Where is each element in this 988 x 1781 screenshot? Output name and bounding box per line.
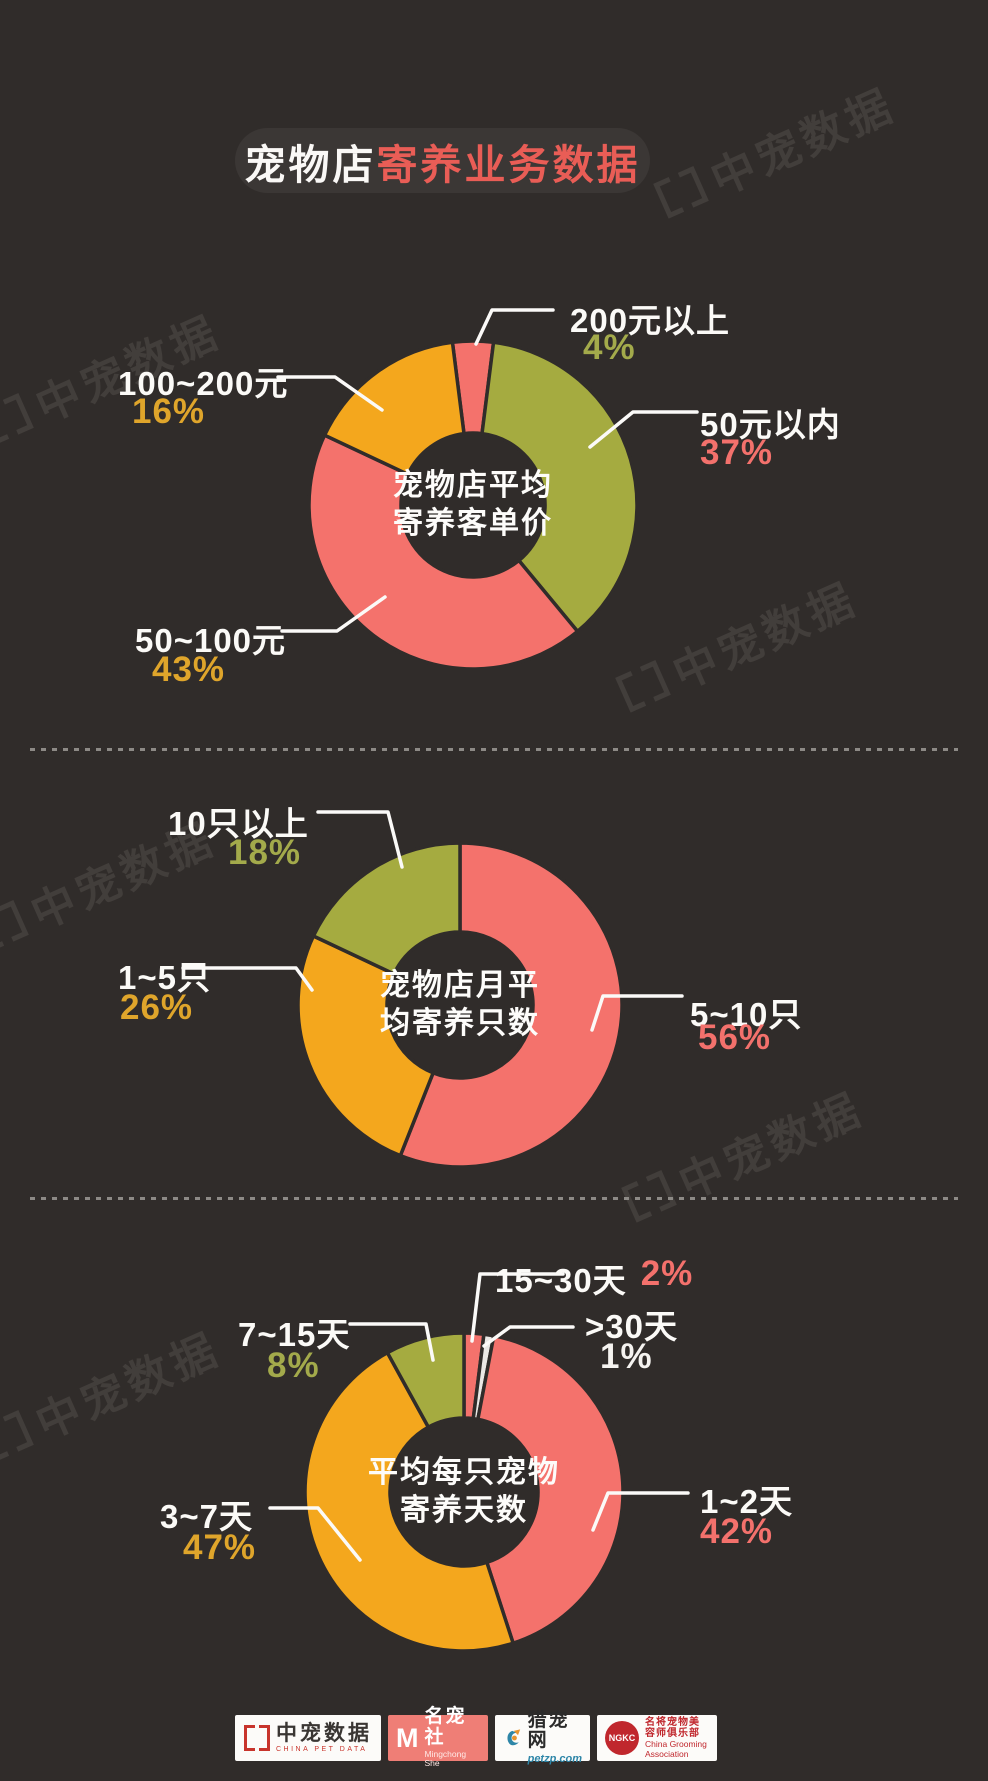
- page-title: 宠物店 寄养业务数据: [235, 128, 650, 193]
- slice-percent-chart1-3: 16%: [132, 392, 206, 431]
- donut-2-slice-0: [398, 841, 624, 1169]
- slice-label-chart1-2: 50~100元: [135, 622, 287, 659]
- logo-subtext: petzp.com: [527, 1753, 582, 1766]
- slice-percent-chart3-1: 1%: [600, 1337, 653, 1376]
- leader-line-chart1-slice0: [474, 308, 555, 346]
- donut-3-slice-4: [385, 1331, 466, 1429]
- leader-line-chart2-slice0: [590, 994, 684, 1032]
- slice-percent-chart1-0: 4%: [583, 328, 636, 367]
- slice-label-chart3-0: 15~30天 2%: [495, 1254, 693, 1302]
- leader-line-chart1-slice3: [276, 375, 384, 412]
- slice-percent-chart3-3: 47%: [183, 1528, 257, 1567]
- donut-1-center-title: 宠物店平均寄养客单价: [343, 467, 603, 543]
- slice-percent-chart2-2: 18%: [228, 833, 302, 872]
- slice-label-text: 15~30天: [495, 1262, 627, 1299]
- donut-1-center-title-line1: 宠物店平均: [393, 469, 553, 502]
- logo-mingchongshe: M 名宠社 Mingchong She: [388, 1706, 488, 1768]
- bracket-logo-icon: [244, 1725, 270, 1751]
- logo-china-pet-data: 中宠数据 CHINA PET DATA: [235, 1715, 381, 1761]
- donut-chart-1: [276, 308, 699, 671]
- donut-1-slice-3: [322, 340, 466, 477]
- leader-line-chart3-slice2: [591, 1491, 690, 1532]
- slice-label-chart1-0: 200元以上: [570, 302, 731, 339]
- leader-line-chart3-slice1: [482, 1325, 575, 1348]
- donut-chart-3: [268, 1272, 690, 1653]
- slice-label-chart1-1: 50元以内: [700, 406, 841, 443]
- slice-label-chart2-1: 1~5只: [118, 959, 211, 996]
- logo-grooming-association: NGKC 名将宠物美容师俱乐部 China Grooming Associati…: [597, 1715, 717, 1761]
- slice-label-chart3-3: 3~7天: [160, 1498, 253, 1535]
- leader-line-chart3-slice0: [470, 1272, 565, 1343]
- logo-subtext: CHINA PET DATA: [276, 1746, 368, 1754]
- page-title-part1: 宠物店: [244, 141, 377, 188]
- fox-icon: [507, 1729, 521, 1746]
- logo-subtext: Mingchong She: [424, 1749, 467, 1769]
- slice-percent-text: 2%: [640, 1254, 694, 1293]
- donut-3-center-title-line1: 平均每只宠物: [368, 1456, 560, 1489]
- donut-3-center-title-line2: 寄养天数: [400, 1494, 528, 1527]
- slice-label-chart1-3: 100~200元: [118, 365, 289, 402]
- leader-line-chart1-slice2: [280, 595, 387, 633]
- dashed-separator-1: [30, 748, 958, 751]
- slice-percent-chart3-4: 8%: [267, 1346, 320, 1385]
- slice-percent-chart1-1: 37%: [700, 433, 774, 472]
- slice-percent-chart3-2: 42%: [700, 1512, 774, 1551]
- leader-line-chart3-slice3: [268, 1506, 362, 1562]
- slice-percent-chart2-1: 26%: [120, 988, 194, 1027]
- leader-line-chart2-slice2: [316, 810, 404, 869]
- donut-2-center-title-line2: 均寄养只数: [380, 1007, 540, 1040]
- donut-2-slice-2: [311, 841, 462, 976]
- ngkc-badge: NGKC: [605, 1721, 639, 1755]
- page-title-part2: 寄养业务数据: [376, 141, 641, 188]
- logo-name: 名宠社: [424, 1706, 467, 1749]
- donut-3-center-title: 平均每只宠物 寄养天数: [334, 1454, 594, 1530]
- donut-1-center-title-line2: 寄养客单价: [393, 507, 553, 540]
- logo-petzp: 猎宠网 petzp.com: [495, 1710, 590, 1765]
- logo-name: 猎宠网: [527, 1709, 570, 1752]
- donut-1-slice-1: [480, 340, 639, 634]
- dashed-separator-2: [30, 1197, 958, 1200]
- slice-percent-chart2-0: 56%: [698, 1018, 772, 1057]
- leader-line-chart3-slice4: [348, 1322, 435, 1362]
- donut-3-slice-2: [476, 1334, 625, 1645]
- logo-name: 中宠数据: [276, 1722, 372, 1746]
- donut-2-center-title: 宠物店月平均寄养只数: [330, 967, 590, 1043]
- leader-line-chart1-slice1: [588, 410, 699, 449]
- slice-label-chart3-4: 7~15天: [238, 1316, 351, 1353]
- slice-label-chart3-1: >30天: [585, 1308, 678, 1345]
- donut-chart-2: [181, 810, 684, 1169]
- slice-label-chart3-2: 1~2天: [700, 1483, 793, 1520]
- donut-1-slice-2: [307, 433, 580, 671]
- logo-subtext: China Grooming Association: [645, 1739, 707, 1759]
- donut-3-slice-3: [303, 1350, 515, 1653]
- slice-label-chart2-2: 10只以上: [168, 805, 309, 842]
- slice-label-chart2-0: 5~10只: [690, 996, 803, 1033]
- donut-2-slice-1: [296, 934, 435, 1158]
- cat-m-icon: M: [396, 1722, 419, 1753]
- logo-name: 名将宠物美容师俱乐部: [645, 1717, 700, 1740]
- donut-2-center-title-line1: 宠物店月平: [380, 969, 540, 1002]
- leader-line-chart2-slice1: [181, 966, 314, 992]
- footer-logos: 中宠数据 CHINA PET DATA M 名宠社 Mingchong She …: [235, 1706, 717, 1768]
- slice-percent-chart1-2: 43%: [152, 650, 226, 689]
